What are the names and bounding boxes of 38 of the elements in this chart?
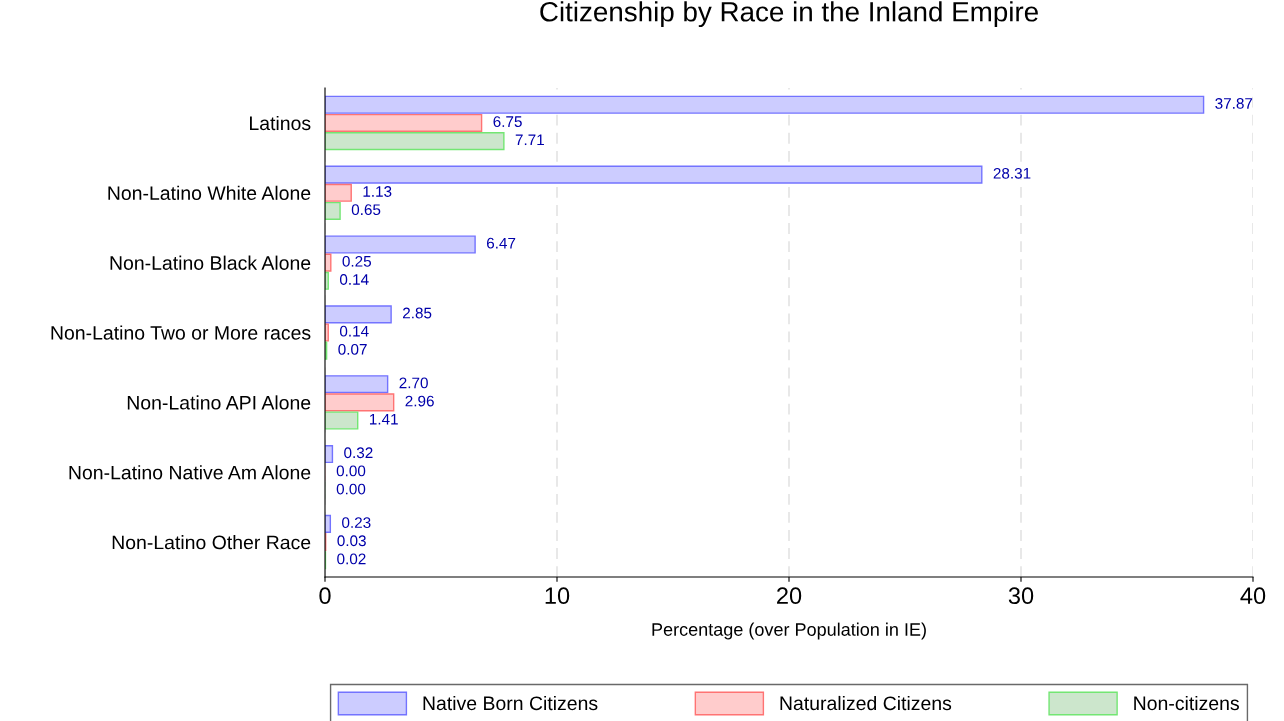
x-tick-label: 0 (319, 587, 331, 605)
data-label: 0.07 (338, 343, 367, 355)
x-tick-label: 20 (777, 587, 802, 605)
y-tick-label: Non-Latino White Alone (108, 185, 311, 201)
chart-title: Citizenship by Race in the Inland Empire (540, 1, 1038, 28)
data-label: 0.03 (337, 535, 366, 547)
data-label: 28.31 (993, 167, 1031, 179)
data-label: 7.71 (515, 134, 544, 146)
data-label: 0.32 (344, 447, 373, 459)
data-label: 0.14 (339, 325, 369, 337)
y-tick-label: Non-Latino Other Race (112, 535, 311, 550)
data-label: 0.02 (337, 553, 366, 565)
x-tick-label: 30 (1008, 587, 1034, 605)
data-label: 6.75 (493, 116, 522, 128)
x-axis-title: Percentage (over Population in IE) (652, 622, 926, 640)
x-tick-label: 10 (545, 587, 570, 605)
data-label: 1.41 (369, 413, 398, 425)
y-tick-label: Non-Latino API Alone (127, 395, 311, 410)
data-label: 2.85 (403, 307, 432, 319)
legend-label: Native Born Citizens (423, 695, 598, 711)
data-label: 2.70 (399, 377, 428, 389)
y-tick-label: Non-Latino Two or More races (51, 325, 311, 340)
data-label: 1.13 (363, 186, 392, 197)
data-label: 0.00 (336, 465, 366, 477)
data-label: 6.47 (486, 237, 516, 249)
data-label: 0.00 (336, 483, 366, 495)
data-label: 0.65 (351, 204, 381, 216)
legend-label: Non-citizens (1134, 695, 1239, 711)
data-label: 37.87 (1215, 98, 1253, 109)
data-label: 0.14 (339, 274, 369, 285)
y-tick-label: Non-Latino Native Am Alone (69, 465, 311, 480)
data-label: 0.23 (342, 517, 371, 529)
x-tick-label: 40 (1240, 587, 1266, 605)
legend-label: Naturalized Citizens (780, 695, 952, 711)
data-label: 0.25 (342, 255, 372, 267)
data-label: 2.96 (405, 395, 434, 407)
y-tick-label: Non-Latino Black Alone (110, 255, 311, 270)
y-tick-label: Latinos (250, 115, 311, 131)
